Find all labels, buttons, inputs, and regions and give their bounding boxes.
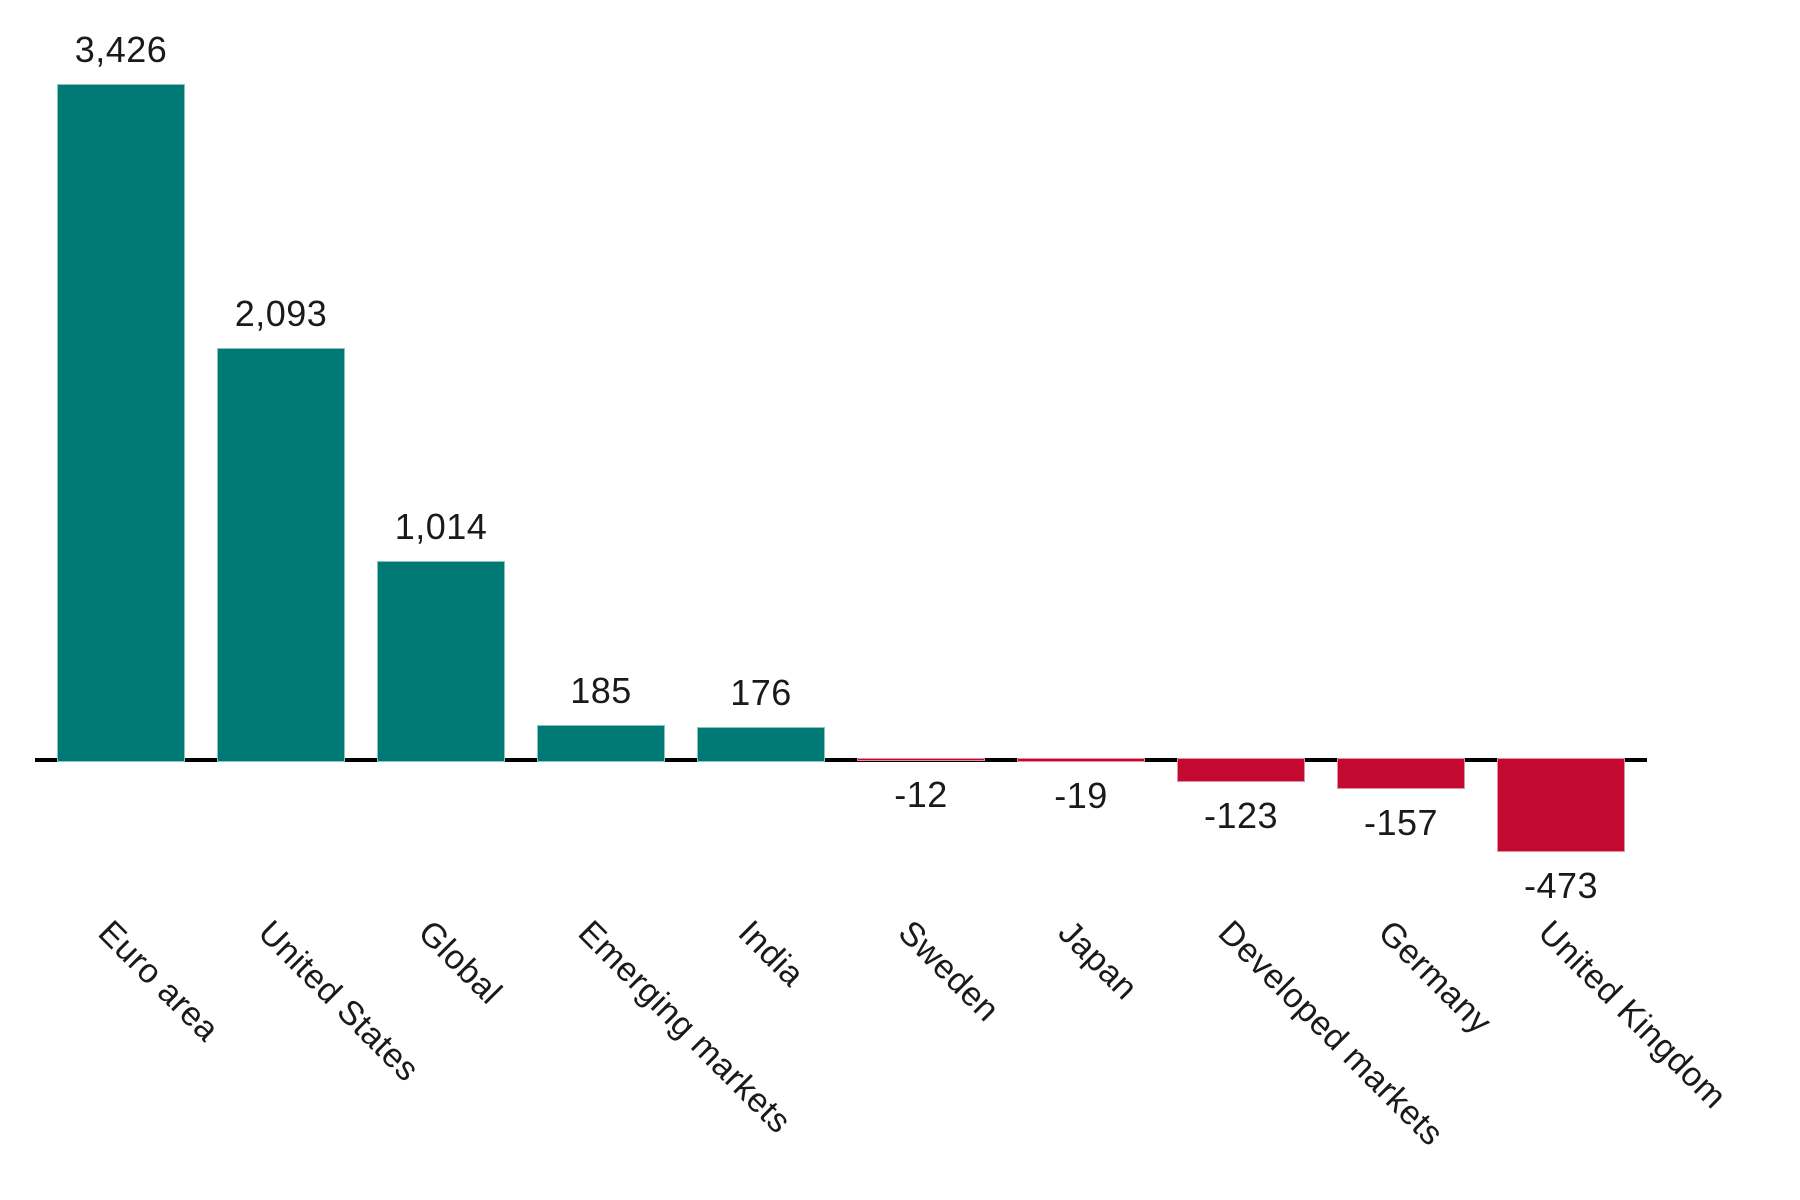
value-label-sweden: -12	[894, 774, 948, 815]
category-label-global: Global	[410, 913, 510, 1012]
value-label-emerging-markets: 185	[570, 670, 632, 711]
category-label-united-kingdom: United Kingdom	[1530, 913, 1734, 1117]
bar-united-states	[217, 348, 345, 762]
value-label-global: 1,014	[394, 506, 488, 547]
value-label-united-kingdom: -473	[1523, 865, 1599, 906]
category-label-india: India	[730, 913, 812, 995]
value-label-germany: -157	[1363, 802, 1439, 843]
category-label-united-states: United States	[250, 913, 427, 1090]
bar-global	[377, 561, 505, 762]
category-label-germany: Germany	[1370, 913, 1500, 1042]
bar-euro-area	[57, 84, 185, 762]
bar-india	[697, 727, 825, 762]
value-label-japan: -19	[1054, 775, 1108, 816]
bar-sweden	[857, 758, 985, 761]
value-label-india: 176	[730, 672, 792, 713]
bar-japan	[1017, 758, 1145, 762]
bar-emerging-markets	[537, 725, 665, 762]
value-label-euro-area: 3,426	[74, 29, 168, 70]
category-label-sweden: Sweden	[890, 913, 1007, 1030]
category-label-euro-area: Euro area	[90, 913, 227, 1049]
bar-united-kingdom	[1497, 758, 1625, 852]
category-label-japan: Japan	[1050, 913, 1145, 1008]
bar-germany	[1337, 758, 1465, 789]
x-axis-baseline	[35, 758, 1647, 762]
value-label-united-states: 2,093	[234, 293, 328, 334]
value-label-developed-markets: -123	[1203, 795, 1279, 836]
bar-developed-markets	[1177, 758, 1305, 782]
